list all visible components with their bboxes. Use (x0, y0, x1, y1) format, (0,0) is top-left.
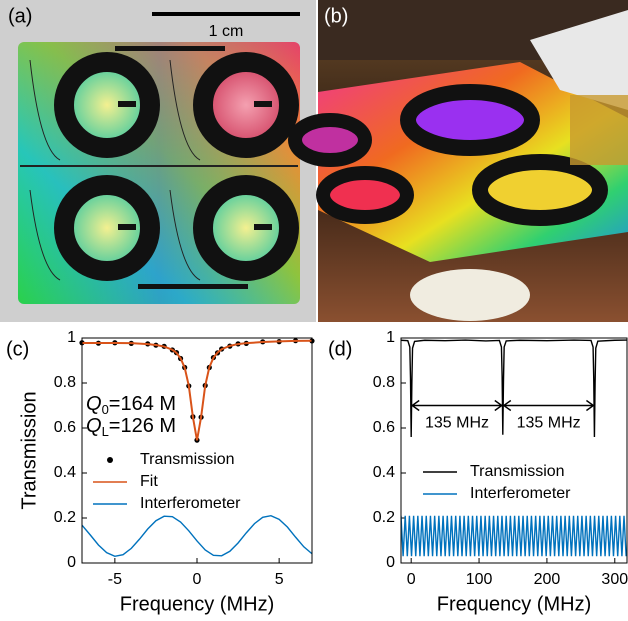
legend-label: Fit (140, 473, 158, 490)
y-tick-label: 1 (67, 329, 76, 346)
annotation: Q0=164 M (86, 393, 176, 417)
x-tick-label: 100 (466, 571, 493, 588)
x-axis-label: Frequency (MHz) (437, 593, 591, 615)
panel-label: (c) (6, 338, 29, 360)
scale-bar-label: 1 cm (209, 23, 244, 40)
figure: (a) 1 cm (b) (c) Frequency (MHz) Transmiss… (0, 0, 628, 621)
y-tick-label: 0 (386, 554, 395, 571)
dimension-arrow (504, 401, 594, 411)
annotation-symbol: Q (86, 415, 102, 437)
annotation-subscript: 0 (102, 402, 109, 417)
y-tick-label: 1 (386, 329, 395, 346)
legend-label: Interferometer (470, 485, 571, 502)
y-tick-label: 0.2 (54, 509, 76, 526)
x-axis-label: Frequency (MHz) (120, 593, 274, 615)
annotation: QL=126 M (86, 415, 176, 439)
panel-label: (a) (8, 5, 32, 27)
y-axis-label: Transmission (18, 391, 40, 509)
y-tick-label: 0.2 (373, 509, 395, 526)
y-tick-label: 0.6 (373, 419, 395, 436)
y-tick-label: 0 (67, 554, 76, 571)
page: (a) 1 cm (b) (c) Frequency (MHz) Transmiss… (0, 0, 628, 621)
panel-label: (b) (324, 5, 348, 27)
annotation-text: =164 M (109, 393, 176, 415)
annotation-symbol: Q (86, 393, 102, 415)
series-line (82, 516, 312, 557)
x-tick-label: 300 (601, 571, 628, 588)
series-line (401, 516, 626, 557)
x-tick-label: 5 (275, 571, 284, 588)
annotation-subscript: L (102, 424, 109, 439)
photo-b (295, 0, 628, 322)
dimension-arrow (412, 401, 502, 411)
y-tick-label: 0.4 (373, 464, 395, 481)
arrow-label: 135 MHz (425, 415, 489, 432)
y-tick-label: 0.4 (54, 464, 76, 481)
legend-label: Interferometer (140, 495, 241, 512)
y-tick-label: 0.6 (54, 419, 76, 436)
x-tick-label: 0 (407, 571, 416, 588)
legend-label: Transmission (140, 451, 235, 468)
legend-marker (107, 457, 113, 463)
arrow-label: 135 MHz (517, 415, 581, 432)
y-tick-label: 0.8 (54, 374, 76, 391)
photo-a (0, 0, 316, 322)
legend-label: Transmission (470, 463, 565, 480)
x-tick-label: 200 (534, 571, 561, 588)
annotation-text: =126 M (109, 415, 176, 437)
panel-label: (d) (328, 338, 352, 360)
x-tick-label: -5 (108, 571, 122, 588)
y-tick-label: 0.8 (373, 374, 395, 391)
x-tick-label: 0 (193, 571, 202, 588)
